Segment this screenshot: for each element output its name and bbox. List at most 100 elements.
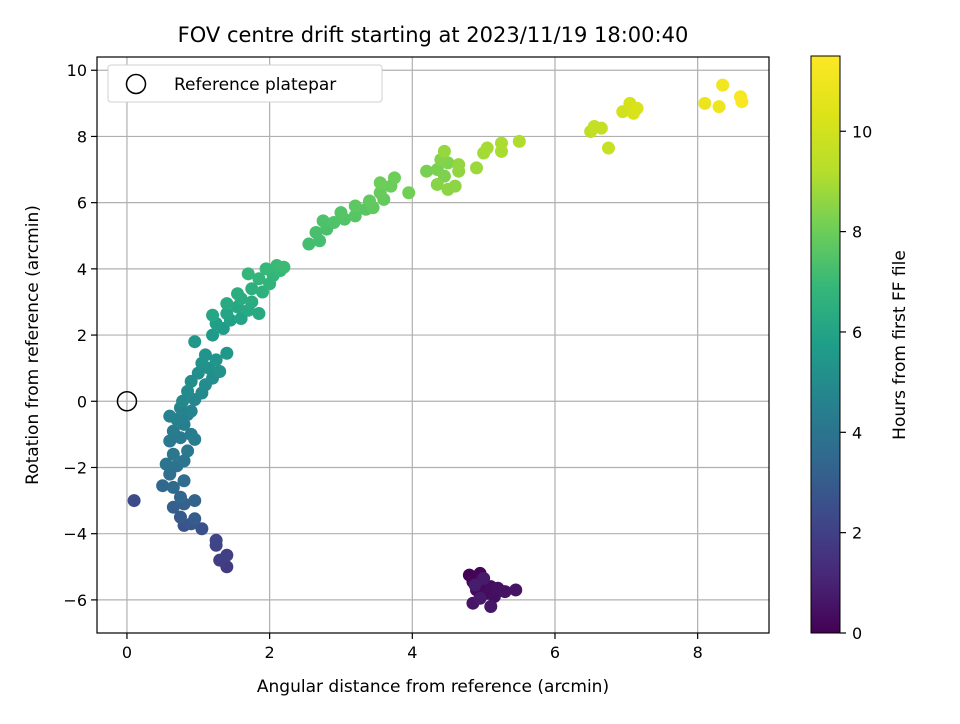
y-tick-label: 2	[77, 326, 87, 345]
y-tick-label: 0	[77, 392, 87, 411]
data-point	[209, 353, 223, 367]
data-point	[334, 206, 348, 220]
y-tick-label: 6	[77, 194, 87, 213]
data-point	[220, 346, 234, 360]
data-point	[188, 335, 202, 349]
data-point	[594, 121, 608, 135]
data-point	[206, 308, 220, 322]
reference-platepar-marker	[116, 391, 138, 412]
data-point	[252, 272, 266, 286]
y-tick-label: −2	[63, 458, 87, 477]
data-point	[363, 194, 377, 208]
x-tick-label: 4	[407, 643, 417, 662]
data-point	[430, 177, 444, 191]
data-point	[630, 101, 644, 115]
grid	[97, 57, 769, 633]
data-point	[245, 282, 259, 296]
x-tick-label: 0	[122, 643, 132, 662]
x-tick-label: 6	[550, 643, 560, 662]
data-point	[166, 424, 180, 438]
data-point	[277, 260, 291, 274]
y-axis-label: Rotation from reference (arcmin)	[23, 205, 43, 485]
data-point	[188, 432, 202, 446]
data-point	[181, 384, 195, 398]
colorbar-tick-label: 2	[852, 524, 862, 543]
data-point	[484, 600, 498, 614]
colorbar-gradient	[810, 55, 841, 634]
y-tick-label: 4	[77, 260, 87, 279]
chart-title: FOV centre drift starting at 2023/11/19 …	[178, 23, 689, 47]
y-tick-label: −6	[63, 591, 87, 610]
legend: Reference platepar	[107, 64, 383, 103]
data-point	[176, 394, 190, 408]
y-tick-label: 10	[67, 61, 87, 80]
data-point	[348, 199, 362, 213]
data-point	[512, 134, 526, 148]
colorbar-label: Hours from first FF file	[890, 250, 910, 440]
data-point	[245, 295, 259, 309]
y-tick-label: 8	[77, 127, 87, 146]
colorbar-ticks: 0 2 4 6 8 10	[840, 122, 872, 643]
data-point	[173, 510, 187, 524]
data-point	[231, 287, 245, 301]
data-point	[195, 522, 209, 536]
data-point	[166, 447, 180, 461]
data-point	[252, 307, 266, 321]
legend-box	[107, 64, 383, 103]
data-point	[213, 364, 227, 378]
legend-label: Reference platepar	[174, 75, 336, 95]
data-point	[509, 583, 523, 597]
data-point	[494, 136, 508, 150]
data-point	[452, 158, 466, 172]
colorbar-tick-label: 6	[852, 323, 862, 342]
data-point	[156, 479, 170, 493]
legend-marker-icon	[125, 73, 147, 95]
data-point	[206, 328, 220, 342]
data-point	[191, 366, 205, 380]
data-point	[373, 186, 387, 200]
data-point	[698, 96, 712, 110]
data-point	[177, 454, 191, 468]
data-point	[166, 480, 180, 494]
data-point	[127, 494, 141, 508]
data-point	[387, 171, 401, 185]
data-point	[173, 490, 187, 504]
plot-frame	[96, 56, 770, 634]
data-point	[259, 262, 273, 276]
data-point	[309, 225, 323, 239]
data-point	[220, 307, 234, 321]
colorbar-tick-label: 10	[852, 122, 872, 141]
data-point	[473, 591, 487, 605]
data-point	[220, 297, 234, 311]
x-tick-label: 2	[265, 643, 275, 662]
data-point	[163, 434, 177, 448]
data-point	[437, 144, 451, 158]
colorbar-tick-label: 4	[852, 423, 862, 442]
data-point	[159, 457, 173, 471]
data-point	[188, 512, 202, 526]
data-point	[498, 585, 512, 599]
data-point	[373, 176, 387, 190]
data-point	[420, 164, 434, 178]
y-tick-label: −4	[63, 525, 87, 544]
data-point	[712, 100, 726, 114]
data-point	[181, 444, 195, 458]
data-point	[448, 179, 462, 193]
data-point	[177, 474, 191, 488]
data-point	[468, 578, 482, 592]
data-point	[184, 404, 198, 418]
data-point	[402, 186, 416, 200]
x-axis-label: Angular distance from reference (arcmin)	[257, 677, 609, 697]
data-point	[601, 141, 615, 155]
data-point	[480, 141, 494, 155]
data-point	[316, 214, 330, 228]
data-point	[470, 161, 484, 175]
data-point	[241, 267, 255, 281]
data-point	[348, 209, 362, 223]
y-axis-ticks: −6 −4 −2 0 2 4 6 8 10	[63, 61, 97, 610]
data-point	[302, 237, 316, 251]
x-axis-ticks: 0 2 4 6 8	[122, 633, 703, 662]
data-point	[188, 494, 202, 508]
data-point	[220, 548, 234, 562]
